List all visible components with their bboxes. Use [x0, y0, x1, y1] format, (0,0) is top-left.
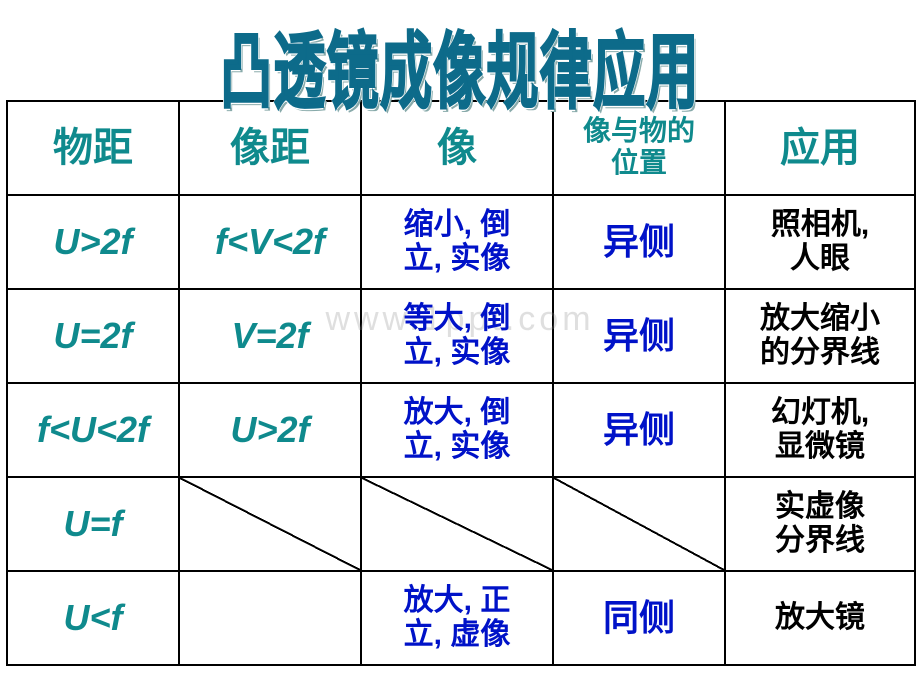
- cell-application: 照相机, 人眼: [725, 195, 915, 289]
- cell-position: 同侧: [553, 571, 725, 665]
- cell-application: 放大镜: [725, 571, 915, 665]
- cell-image: 放大, 正 立, 虚像: [361, 571, 553, 665]
- cell-object-distance: f<U<2f: [7, 383, 179, 477]
- table-body: U>2ff<V<2f缩小, 倒 立, 实像异侧照相机, 人眼U=2fV=2f等大…: [7, 195, 915, 665]
- cell-image: 等大, 倒 立, 实像: [361, 289, 553, 383]
- header-image: 像: [361, 101, 553, 195]
- cell-image-distance: [179, 571, 361, 665]
- header-image-distance: 像距: [179, 101, 361, 195]
- lens-imaging-table: 物距 像距 像 像与物的 位置 应用 U>2ff<V<2f缩小, 倒 立, 实像…: [6, 100, 916, 666]
- table-header-row: 物距 像距 像 像与物的 位置 应用: [7, 101, 915, 195]
- header-application: 应用: [725, 101, 915, 195]
- cell-object-distance: U=2f: [7, 289, 179, 383]
- header-object-distance: 物距: [7, 101, 179, 195]
- cell-position: 异侧: [553, 383, 725, 477]
- table-row: U<f 放大, 正 立, 虚像同侧放大镜: [7, 571, 915, 665]
- table-row: U=f 实虚像 分界线: [7, 477, 915, 571]
- cell-image: 缩小, 倒 立, 实像: [361, 195, 553, 289]
- cell-position: [553, 477, 725, 571]
- cell-image-distance: V=2f: [179, 289, 361, 383]
- table-row: U>2ff<V<2f缩小, 倒 立, 实像异侧照相机, 人眼: [7, 195, 915, 289]
- cell-application: 幻灯机, 显微镜: [725, 383, 915, 477]
- cell-object-distance: U<f: [7, 571, 179, 665]
- cell-object-distance: U=f: [7, 477, 179, 571]
- cell-image: 放大, 倒 立, 实像: [361, 383, 553, 477]
- cell-image-distance: U>2f: [179, 383, 361, 477]
- cell-image: [361, 477, 553, 571]
- cell-position: 异侧: [553, 289, 725, 383]
- cell-application: 实虚像 分界线: [725, 477, 915, 571]
- header-position: 像与物的 位置: [553, 101, 725, 195]
- table-row: f<U<2fU>2f放大, 倒 立, 实像异侧幻灯机, 显微镜: [7, 383, 915, 477]
- cell-image-distance: [179, 477, 361, 571]
- cell-image-distance: f<V<2f: [179, 195, 361, 289]
- cell-object-distance: U>2f: [7, 195, 179, 289]
- cell-position: 异侧: [553, 195, 725, 289]
- title-container: 凸透镜成像规律应用: [0, 0, 920, 100]
- table-row: U=2fV=2f等大, 倒 立, 实像异侧放大缩小 的分界线: [7, 289, 915, 383]
- cell-application: 放大缩小 的分界线: [725, 289, 915, 383]
